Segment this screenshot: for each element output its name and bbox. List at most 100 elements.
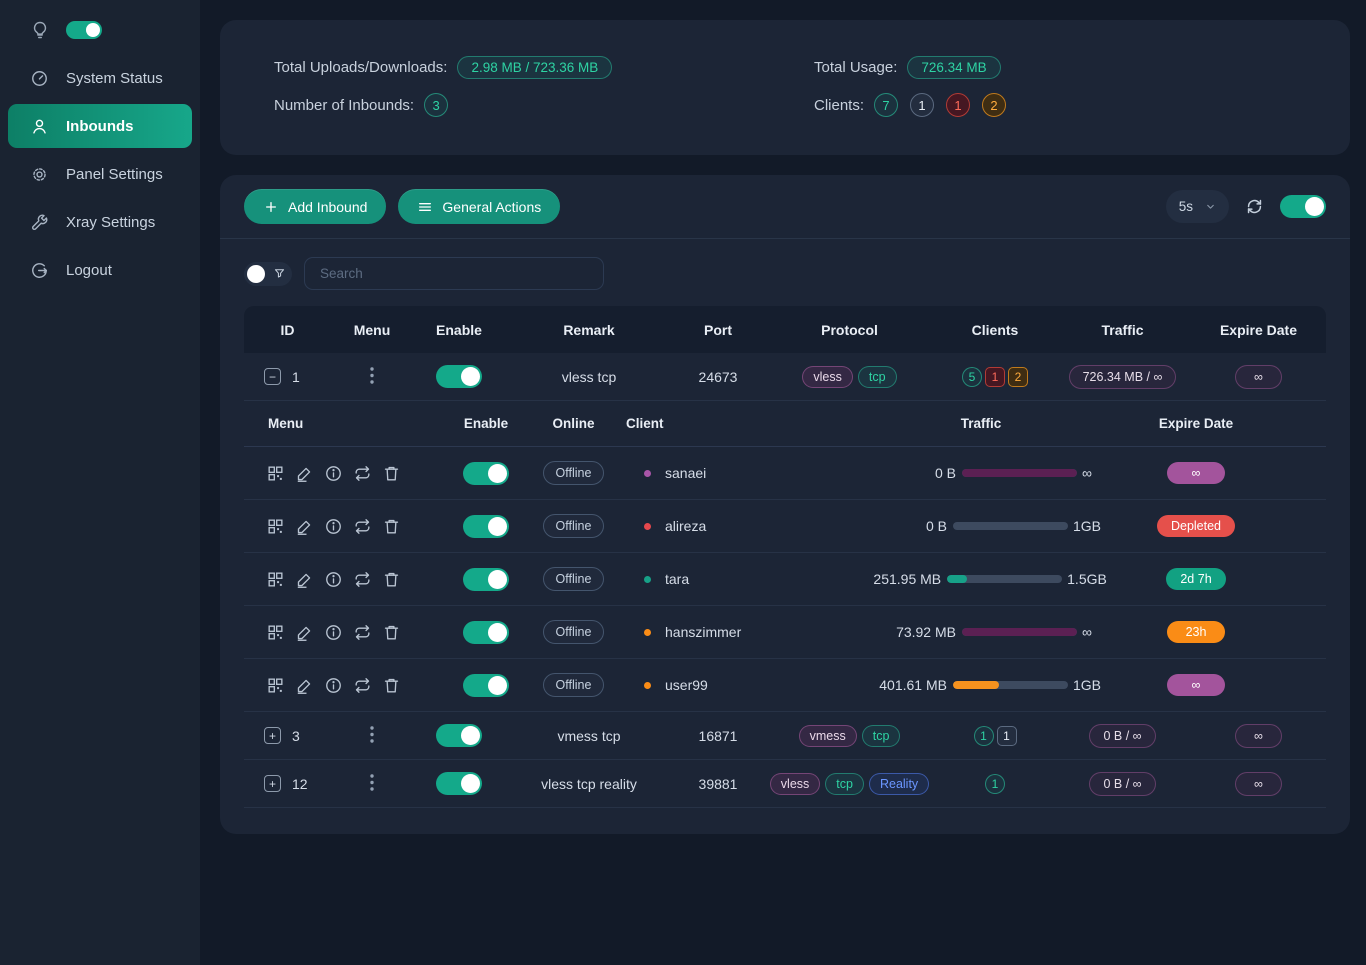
- edit-icon[interactable]: [295, 570, 314, 589]
- clients-subtable: Menu Enable Online Client Traffic Expire…: [244, 401, 1326, 712]
- client-row: Offline alireza 0 B 1GB Depleted: [244, 500, 1326, 553]
- protocol-badge: tcp: [857, 365, 897, 388]
- clients-expiring-badge: 2: [982, 93, 1007, 117]
- info-icon[interactable]: [324, 623, 343, 642]
- reset-traffic-icon[interactable]: [353, 676, 372, 695]
- traffic-bar: [952, 681, 1068, 689]
- protocol-badge: Reality: [868, 772, 930, 795]
- client-enable-toggle[interactable]: [463, 461, 509, 485]
- inbound-port: 16871: [698, 727, 738, 744]
- dashboard-icon: [30, 69, 50, 88]
- trash-icon[interactable]: [382, 464, 401, 483]
- client-traffic: 401.61 MB 1GB: [879, 677, 1101, 693]
- theme-toggle[interactable]: [66, 21, 102, 39]
- row-menu-icon[interactable]: [331, 773, 413, 791]
- expand-row-button[interactable]: +: [264, 727, 281, 744]
- funnel-icon: [273, 267, 286, 280]
- trash-icon[interactable]: [382, 623, 401, 642]
- filter-toggle[interactable]: [244, 261, 292, 286]
- online-status-badge: Offline: [542, 673, 605, 697]
- client-traffic: 0 B 1GB: [925, 518, 1101, 534]
- sidebar-item-label: Xray Settings: [66, 213, 156, 231]
- plus-icon: [263, 199, 279, 215]
- qr-code-icon[interactable]: [266, 517, 285, 536]
- stat-label: Clients:: [814, 96, 865, 114]
- traffic-bar: [947, 575, 1063, 583]
- client-color-dot: [644, 575, 651, 583]
- sidebar-item-panel-settings[interactable]: Panel Settings: [0, 150, 200, 198]
- uploads-downloads-badge: 2.98 MB / 723.36 MB: [457, 55, 613, 79]
- inbound-traffic-badge: 0 B / ∞: [1089, 723, 1156, 748]
- edit-icon[interactable]: [295, 517, 314, 536]
- inbound-enable-toggle[interactable]: [436, 772, 482, 795]
- sidebar-item-logout[interactable]: Logout: [0, 246, 200, 294]
- trash-icon[interactable]: [382, 517, 401, 536]
- qr-code-icon[interactable]: [266, 570, 285, 589]
- qr-code-icon[interactable]: [266, 464, 285, 483]
- inbound-expire-badge: ∞: [1235, 364, 1282, 389]
- user-icon: [30, 117, 50, 136]
- toolbar: Add Inbound General Actions 5s: [220, 175, 1350, 239]
- protocol-badge: tcp: [825, 772, 864, 795]
- client-row: Offline sanaei 0 B ∞ ∞: [244, 447, 1326, 500]
- client-expire-badge: ∞: [1167, 462, 1225, 484]
- info-icon[interactable]: [324, 570, 343, 589]
- client-color-dot: [644, 681, 651, 689]
- client-enable-toggle[interactable]: [463, 673, 509, 697]
- clients-subtable-header: Menu Enable Online Client Traffic Expire…: [244, 401, 1326, 447]
- edit-icon[interactable]: [295, 623, 314, 642]
- refresh-interval-select[interactable]: 5s: [1165, 190, 1229, 223]
- client-traffic: 73.92 MB ∞: [896, 624, 1092, 640]
- row-menu-icon[interactable]: [331, 725, 413, 743]
- protocol-badge: tcp: [861, 724, 901, 747]
- client-enable-toggle[interactable]: [463, 620, 509, 644]
- inbound-traffic-badge: 726.34 MB / ∞: [1068, 364, 1177, 389]
- table-row: − 1 vless tcp 24673 vless tcp 5 1 2: [244, 353, 1326, 401]
- trash-icon[interactable]: [382, 676, 401, 695]
- collapse-row-button[interactable]: −: [264, 368, 281, 385]
- edit-icon[interactable]: [295, 464, 314, 483]
- sidebar-item-label: Inbounds: [66, 117, 134, 135]
- gear-icon: [30, 165, 50, 184]
- traffic-bar: [952, 522, 1068, 530]
- client-row: Offline tara 251.95 MB 1.5GB 2d 7h: [244, 553, 1326, 606]
- expand-row-button[interactable]: +: [264, 775, 281, 792]
- stat-label: Total Uploads/Downloads:: [274, 58, 448, 76]
- refresh-icon[interactable]: [1245, 197, 1264, 216]
- reset-traffic-icon[interactable]: [353, 623, 372, 642]
- reset-traffic-icon[interactable]: [353, 517, 372, 536]
- sidebar-item-system-status[interactable]: System Status: [0, 54, 200, 102]
- client-enable-toggle[interactable]: [463, 514, 509, 538]
- sidebar-item-inbounds[interactable]: Inbounds: [8, 104, 192, 148]
- reset-traffic-icon[interactable]: [353, 464, 372, 483]
- general-actions-button[interactable]: General Actions: [398, 189, 561, 224]
- qr-code-icon[interactable]: [266, 623, 285, 642]
- client-expire-badge: 23h: [1167, 621, 1225, 643]
- protocol-badge: vless: [802, 365, 853, 388]
- client-count-badge: 1: [985, 773, 1005, 794]
- client-enable-toggle[interactable]: [463, 567, 509, 591]
- client-row: Offline hanszimmer 73.92 MB ∞ 23h: [244, 606, 1326, 659]
- stat-label: Number of Inbounds:: [274, 96, 415, 114]
- inbound-remark: vless tcp: [561, 368, 617, 385]
- info-icon[interactable]: [324, 517, 343, 536]
- online-status-badge: Offline: [542, 461, 605, 485]
- sidebar-item-xray-settings[interactable]: Xray Settings: [0, 198, 200, 246]
- row-menu-icon[interactable]: [331, 366, 413, 384]
- reset-traffic-icon[interactable]: [353, 570, 372, 589]
- client-name: user99: [665, 677, 708, 693]
- qr-code-icon[interactable]: [266, 676, 285, 695]
- auto-refresh-toggle[interactable]: [1280, 195, 1326, 218]
- inbounds-table: ID Menu Enable Remark Port Protocol Clients…: [244, 306, 1326, 808]
- inbound-enable-toggle[interactable]: [436, 724, 482, 747]
- add-inbound-button[interactable]: Add Inbound: [244, 189, 387, 224]
- trash-icon[interactable]: [382, 570, 401, 589]
- edit-icon[interactable]: [295, 676, 314, 695]
- info-icon[interactable]: [324, 464, 343, 483]
- sidebar-item-label: Logout: [66, 261, 112, 279]
- client-name: tara: [665, 571, 690, 587]
- info-icon[interactable]: [324, 676, 343, 695]
- inbound-enable-toggle[interactable]: [436, 365, 482, 388]
- logout-icon: [30, 261, 50, 280]
- search-input[interactable]: [304, 257, 604, 290]
